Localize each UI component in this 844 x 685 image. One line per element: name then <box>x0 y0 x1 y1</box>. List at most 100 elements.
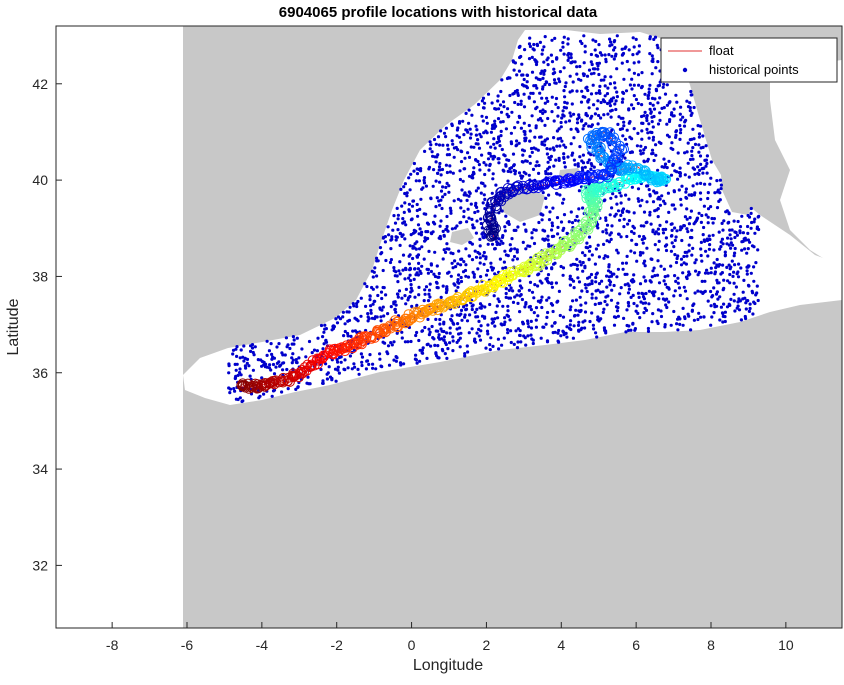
historical-point <box>555 216 560 220</box>
historical-point <box>624 261 629 265</box>
historical-point <box>500 147 504 152</box>
historical-point <box>475 219 479 223</box>
historical-point <box>697 311 701 315</box>
historical-point <box>512 254 517 259</box>
historical-point <box>635 259 639 263</box>
historical-point <box>685 99 689 103</box>
historical-point <box>504 287 508 291</box>
float-profile-marker <box>475 285 485 296</box>
historical-point <box>724 210 728 214</box>
historical-point <box>412 246 416 250</box>
historical-point <box>619 213 623 217</box>
historical-point <box>543 110 547 114</box>
historical-point <box>638 250 643 255</box>
historical-point <box>733 251 737 255</box>
historical-point <box>572 112 576 116</box>
historical-point <box>267 366 271 370</box>
historical-point <box>489 336 493 340</box>
historical-point <box>661 227 665 232</box>
historical-point <box>433 274 437 279</box>
historical-point <box>578 155 582 159</box>
float-profile-marker <box>595 148 606 159</box>
historical-point <box>668 118 672 122</box>
historical-point <box>586 88 590 93</box>
no-data-region <box>56 26 183 628</box>
historical-point <box>554 96 559 101</box>
historical-point <box>658 223 662 227</box>
historical-point <box>236 373 240 377</box>
historical-point <box>678 131 683 135</box>
historical-point <box>690 93 694 97</box>
historical-point <box>638 316 642 320</box>
historical-point <box>400 330 404 334</box>
historical-point <box>637 295 641 299</box>
historical-point <box>683 173 687 177</box>
historical-point <box>586 160 590 165</box>
historical-point <box>461 270 466 274</box>
historical-point <box>656 308 661 312</box>
historical-point <box>652 158 656 163</box>
historical-point <box>444 135 448 139</box>
historical-point <box>617 115 621 119</box>
historical-point <box>522 105 527 109</box>
historical-point <box>733 235 737 240</box>
historical-point <box>663 298 667 302</box>
historical-point <box>439 129 443 133</box>
historical-point <box>394 270 398 274</box>
historical-point <box>723 253 728 257</box>
historical-point <box>644 221 648 225</box>
float-profile-marker <box>620 162 631 173</box>
historical-point <box>676 328 680 332</box>
historical-point <box>294 358 298 362</box>
historical-point <box>521 240 525 244</box>
historical-point <box>645 246 649 250</box>
historical-point <box>679 203 683 207</box>
historical-point <box>243 364 247 368</box>
historical-point <box>485 121 489 125</box>
historical-point <box>396 280 400 284</box>
historical-point <box>462 260 466 264</box>
historical-point <box>481 254 485 258</box>
historical-point <box>756 298 760 303</box>
historical-point <box>576 323 581 327</box>
historical-point <box>565 335 569 339</box>
historical-point <box>546 172 550 176</box>
historical-point <box>647 136 651 140</box>
historical-point <box>558 144 562 148</box>
historical-point <box>520 62 524 66</box>
historical-point <box>403 182 407 186</box>
float-profile-marker <box>581 193 592 204</box>
historical-point <box>683 315 687 319</box>
float-profile-marker <box>490 223 501 234</box>
historical-point <box>468 313 472 317</box>
historical-point <box>697 172 701 176</box>
historical-point <box>509 329 513 333</box>
historical-point <box>705 237 709 241</box>
historical-point <box>545 276 549 280</box>
historical-point <box>617 232 621 236</box>
historical-point <box>721 320 725 324</box>
historical-point <box>690 149 694 153</box>
historical-point <box>736 219 740 224</box>
historical-point <box>706 254 710 258</box>
historical-point <box>627 304 631 308</box>
historical-point <box>478 252 482 256</box>
historical-point <box>674 93 678 97</box>
historical-point <box>429 269 433 274</box>
float-profile-marker <box>611 157 622 168</box>
historical-point <box>461 179 465 183</box>
historical-point <box>319 323 324 328</box>
historical-point <box>538 300 542 304</box>
historical-point <box>651 125 655 129</box>
historical-point <box>497 161 501 165</box>
historical-point <box>619 286 623 290</box>
historical-point <box>372 270 376 274</box>
historical-point <box>750 244 755 248</box>
historical-point <box>550 60 555 64</box>
y-tick-label: 32 <box>32 557 48 573</box>
float-profile-marker <box>451 296 462 307</box>
historical-point <box>537 171 541 175</box>
historical-point <box>568 277 572 281</box>
historical-point <box>420 351 424 355</box>
historical-point <box>466 275 471 279</box>
